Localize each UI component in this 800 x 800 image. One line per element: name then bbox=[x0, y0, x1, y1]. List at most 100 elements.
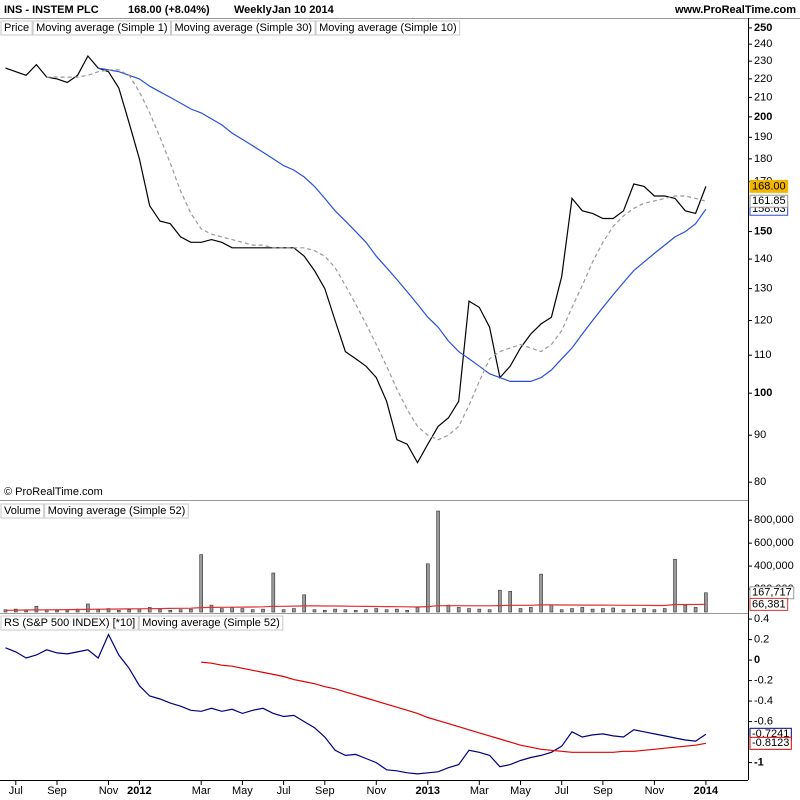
volume-bar bbox=[621, 609, 626, 613]
volume-bar bbox=[96, 609, 100, 613]
x-tick-label: 2014 bbox=[694, 785, 719, 797]
volume-bar bbox=[65, 610, 70, 613]
period: Weekly bbox=[234, 4, 273, 16]
quote: 168.00 (+8.04%) bbox=[128, 4, 210, 16]
volume-bar bbox=[220, 608, 224, 613]
x-tick-label: Nov bbox=[99, 785, 119, 797]
legend-box bbox=[32, 20, 172, 36]
volume-bar bbox=[292, 608, 296, 613]
legend-entry: Moving average (Simple 30) bbox=[175, 22, 313, 34]
last-value-box bbox=[749, 179, 789, 193]
volume-bar bbox=[549, 604, 554, 613]
y-tick-label: -0.4 bbox=[754, 695, 773, 707]
y-tick-label: 240 bbox=[754, 38, 772, 50]
series-line bbox=[201, 661, 707, 753]
volume-bar bbox=[178, 609, 183, 613]
volume-bar bbox=[158, 609, 162, 613]
volume-bar bbox=[539, 573, 543, 613]
symbol: INS - INSTEM PLC bbox=[4, 4, 99, 16]
volume-bar bbox=[518, 608, 523, 613]
x-tick-label: 2013 bbox=[416, 785, 440, 797]
y-tick-label: 220 bbox=[754, 73, 772, 85]
legend-entry: Moving average (Simple 52) bbox=[48, 505, 186, 517]
series-line bbox=[46, 69, 707, 441]
volume-bar bbox=[250, 609, 255, 613]
y-tick-label: 150 bbox=[754, 225, 772, 237]
volume-bar bbox=[117, 609, 121, 613]
volume-bar bbox=[683, 604, 688, 613]
volume-bar bbox=[333, 608, 337, 613]
volume-bar bbox=[147, 607, 152, 613]
volume-bar bbox=[137, 608, 142, 613]
series-line bbox=[5, 54, 707, 464]
y-tick-label: -1 bbox=[754, 756, 764, 768]
volume-bar bbox=[281, 609, 286, 613]
volume-bar bbox=[580, 607, 585, 613]
x-tick-label: May bbox=[232, 785, 253, 797]
volume-bar bbox=[322, 609, 327, 613]
volume-bar bbox=[353, 609, 358, 613]
volume-bar bbox=[467, 608, 471, 613]
y-tick-label: 180 bbox=[754, 153, 772, 165]
x-tick-label: Mar bbox=[192, 785, 211, 797]
volume-bar bbox=[127, 609, 131, 613]
legend-entry: RS (S&P 500 INDEX) [*10] bbox=[4, 617, 135, 629]
volume-bar bbox=[477, 608, 482, 613]
y-tick-label: 0.2 bbox=[754, 634, 769, 646]
last-value-label: -0.8123 bbox=[752, 737, 789, 749]
legend-entry: Moving average (Simple 10) bbox=[319, 22, 457, 34]
x-tick-label: Nov bbox=[645, 785, 665, 797]
last-value-label: 167,717 bbox=[752, 587, 792, 599]
y-tick-label: 230 bbox=[754, 55, 772, 67]
volume-bar bbox=[559, 609, 564, 613]
volume-bar bbox=[456, 607, 461, 613]
volume-bar bbox=[364, 609, 368, 613]
y-tick-label: 120 bbox=[754, 314, 772, 326]
x-tick-label: Jul bbox=[277, 785, 291, 797]
legend-box bbox=[44, 503, 189, 519]
legend-box bbox=[0, 615, 139, 631]
volume-bar bbox=[374, 608, 379, 613]
x-tick-label: 2012 bbox=[127, 785, 151, 797]
last-value-box bbox=[749, 194, 789, 208]
volume-bar bbox=[189, 608, 193, 613]
y-tick-label: 0 bbox=[754, 654, 760, 666]
volume-bar bbox=[590, 608, 595, 613]
legend-box bbox=[315, 20, 461, 36]
y-tick-label: -0.6 bbox=[754, 715, 773, 727]
volume-bar bbox=[642, 608, 646, 613]
x-tick-label: Sep bbox=[315, 785, 335, 797]
volume-bar bbox=[34, 605, 39, 613]
y-tick-label: 140 bbox=[754, 253, 772, 265]
y-tick-label: 190 bbox=[754, 131, 772, 143]
volume-bar bbox=[199, 554, 203, 613]
series-line bbox=[5, 603, 706, 611]
volume-bar bbox=[673, 558, 677, 613]
series-line bbox=[5, 633, 707, 775]
last-value-label: 161.85 bbox=[752, 195, 786, 207]
volume-bar bbox=[209, 604, 214, 613]
y-tick-label: 600,000 bbox=[754, 537, 794, 549]
x-tick-label: Jul bbox=[9, 785, 23, 797]
date: Jan 10 2014 bbox=[272, 4, 335, 16]
last-value-box bbox=[749, 736, 792, 750]
volume-bar bbox=[436, 510, 440, 613]
volume-bar bbox=[405, 609, 410, 613]
volume-bar bbox=[415, 607, 420, 613]
series-line bbox=[98, 67, 707, 382]
y-tick-label: 200 bbox=[754, 111, 772, 123]
legend-entry: Volume bbox=[4, 505, 41, 517]
volume-bar bbox=[611, 607, 616, 613]
volume-bar bbox=[384, 609, 389, 613]
legend-box bbox=[0, 503, 45, 519]
last-value-box bbox=[749, 597, 789, 611]
volume-bar bbox=[652, 609, 657, 613]
volume-bar bbox=[302, 594, 307, 613]
volume-bar bbox=[662, 608, 667, 613]
volume-bar bbox=[631, 608, 636, 613]
volume-bar bbox=[55, 609, 59, 613]
x-tick-label: Mar bbox=[470, 785, 489, 797]
volume-bar bbox=[343, 609, 348, 613]
volume-bar bbox=[230, 607, 234, 613]
panel-title: Price bbox=[4, 22, 29, 34]
